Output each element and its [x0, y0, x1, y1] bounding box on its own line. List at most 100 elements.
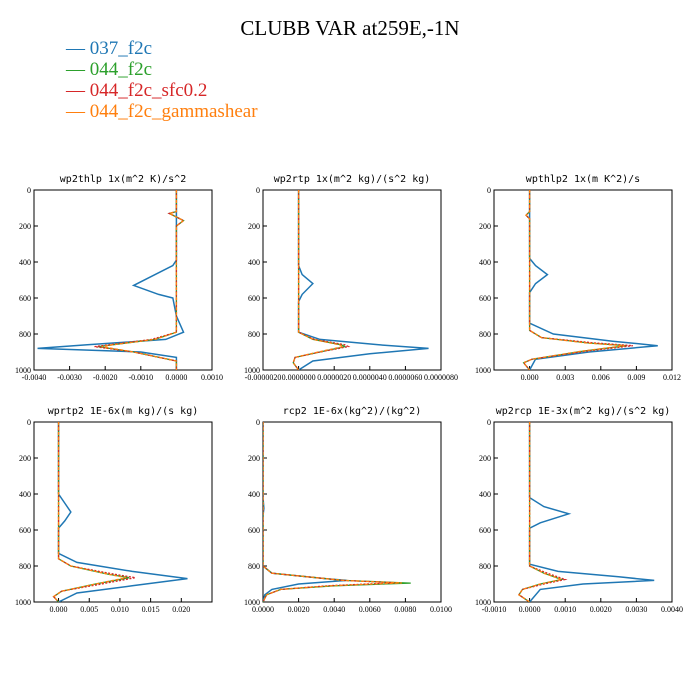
- legend-swatch: —: [66, 101, 85, 122]
- chart-panel-4: wprtp2 1E-6x(m kg)/(s kg) 0 200 400 600 800 10…: [15, 406, 213, 614]
- plot-frame: [493, 189, 673, 371]
- x-tick-label: -0.0020: [93, 373, 118, 382]
- x-tick-label: 0.0000: [165, 373, 187, 382]
- x-tick-label: 0.0000000: [282, 373, 316, 382]
- y-tick-label: 1000: [244, 366, 260, 375]
- legend-swatch: —: [66, 38, 85, 59]
- y-tick-label: 1000: [244, 598, 260, 607]
- legend-entry: — 044_f2c_sfc0.2: [66, 80, 258, 101]
- x-tick-label: 0.0000080: [424, 373, 458, 382]
- y-tick-label: 200: [19, 222, 31, 231]
- x-tick-label: 0.0040: [661, 605, 683, 614]
- y-tick-label: 800: [19, 562, 31, 571]
- x-tick-label: 0.0000060: [388, 373, 422, 382]
- legend-label: 044_f2c_sfc0.2: [89, 80, 208, 101]
- x-tick-label: 0.005: [80, 605, 98, 614]
- x-tick-label: -0.0010: [128, 373, 153, 382]
- y-tick-label: 800: [479, 330, 491, 339]
- x-tick-label: 0.0000: [252, 605, 274, 614]
- x-tick-label: 0.0030: [625, 605, 647, 614]
- x-tick-label: 0.0020: [288, 605, 310, 614]
- plot-frame: [33, 421, 213, 603]
- x-tick-label: 0.010: [111, 605, 129, 614]
- series-line-044_f2c_sfc0.2: [518, 422, 568, 602]
- x-tick-label: 0.006: [592, 373, 610, 382]
- y-tick-label: 1000: [15, 366, 31, 375]
- y-tick-label: 0: [256, 186, 260, 195]
- x-tick-label: 0.0010: [201, 373, 223, 382]
- series-line-044_f2c_gammashear: [101, 190, 185, 370]
- series-line-044_f2c_sfc0.2: [52, 422, 136, 602]
- panel-title: wpthlp2 1x(m K^2)/s: [526, 174, 640, 185]
- x-tick-label: 0.015: [142, 605, 160, 614]
- legend-label: 044_f2c: [89, 59, 153, 80]
- chart-panel-3: wpthlp2 1x(m K^2)/s 0 200 400 600 800 1000 0.00…: [475, 174, 681, 382]
- series-line-037_f2c: [263, 422, 347, 602]
- y-tick-label: 800: [248, 562, 260, 571]
- y-tick-label: 400: [19, 258, 31, 267]
- y-tick-label: 1000: [15, 598, 31, 607]
- panel-title: wp2thlp 1x(m^2 K)/s^2: [60, 174, 186, 185]
- x-tick-label: 0.0060: [359, 605, 381, 614]
- series-line-044_f2c_gammashear: [52, 422, 127, 602]
- x-tick-label: 0.0020: [590, 605, 612, 614]
- y-tick-label: 1000: [475, 598, 491, 607]
- y-tick-label: 200: [19, 454, 31, 463]
- x-tick-label: -0.0010: [482, 605, 507, 614]
- plot-frame: [262, 189, 442, 371]
- y-tick-label: 0: [487, 186, 491, 195]
- y-tick-label: 0: [256, 418, 260, 427]
- y-tick-label: 800: [479, 562, 491, 571]
- series-line-044_f2c_sfc0.2: [94, 190, 185, 370]
- panel-title: wprtp2 1E-6x(m kg)/(s kg): [48, 406, 199, 417]
- series-line-037_f2c: [37, 190, 185, 370]
- y-tick-label: 600: [479, 294, 491, 303]
- x-tick-label: 0.0100: [430, 605, 452, 614]
- legend-entry: — 037_f2c: [66, 38, 258, 59]
- y-tick-label: 200: [479, 222, 491, 231]
- series-line-044_f2c: [52, 422, 130, 602]
- y-tick-label: 600: [479, 526, 491, 535]
- legend-swatch: —: [66, 59, 85, 80]
- legend-entry: — 044_f2c_gammashear: [66, 101, 258, 122]
- series-line-044_f2c: [518, 422, 565, 602]
- y-tick-label: 1000: [475, 366, 491, 375]
- x-tick-label: 0.012: [663, 373, 681, 382]
- y-tick-label: 400: [479, 490, 491, 499]
- x-tick-label: 0.003: [556, 373, 574, 382]
- x-tick-label: 0.0000: [519, 605, 541, 614]
- y-tick-label: 200: [479, 454, 491, 463]
- x-tick-label: 0.020: [172, 605, 190, 614]
- legend-label: 044_f2c_gammashear: [89, 101, 258, 122]
- chart-panel-6: wp2rcp 1E-3x(m^2 kg)/(s^2 kg) 0 200 400 600 8…: [475, 406, 683, 614]
- y-tick-label: 400: [248, 490, 260, 499]
- y-tick-label: 0: [487, 418, 491, 427]
- plot-frame: [33, 189, 213, 371]
- x-tick-label: -0.0000020: [245, 373, 282, 382]
- x-tick-label: 0.0000040: [353, 373, 387, 382]
- x-tick-label: 0.0040: [323, 605, 345, 614]
- series-line-044_f2c_gammashear: [522, 190, 625, 370]
- series-line-044_f2c_sfc0.2: [292, 190, 351, 370]
- figure-title: CLUBB VAR at259E,-1N: [240, 16, 460, 40]
- y-tick-label: 600: [248, 526, 260, 535]
- x-tick-label: 0.0010: [554, 605, 576, 614]
- y-tick-label: 400: [479, 258, 491, 267]
- series-line-044_f2c_gammashear: [263, 422, 402, 602]
- legend-label: 037_f2c: [89, 38, 153, 59]
- series-line-044_f2c_gammashear: [518, 422, 565, 602]
- x-tick-label: 0.000: [50, 605, 68, 614]
- panel-title: wp2rcp 1E-3x(m^2 kg)/(s^2 kg): [496, 406, 671, 417]
- panel-title: wp2rtp 1x(m^2 kg)/(s^2 kg): [274, 174, 431, 185]
- legend: — 037_f2c — 044_f2c — 044_f2c_sfc0.2 — 0…: [66, 38, 258, 122]
- chart-panel-5: rcp2 1E-6x(kg^2)/(kg^2) 0 200 400 600 800 1000…: [244, 406, 452, 614]
- y-tick-label: 600: [19, 526, 31, 535]
- x-tick-label: 0.0000020: [317, 373, 351, 382]
- panel-title: rcp2 1E-6x(kg^2)/(kg^2): [283, 406, 421, 417]
- x-tick-label: 0.0080: [394, 605, 416, 614]
- y-tick-label: 400: [248, 258, 260, 267]
- x-tick-label: -0.0030: [57, 373, 82, 382]
- chart-panel-1: wp2thlp 1x(m^2 K)/s^202004006008001000-0…: [15, 174, 223, 382]
- y-tick-label: 0: [27, 186, 31, 195]
- y-tick-label: 800: [248, 330, 260, 339]
